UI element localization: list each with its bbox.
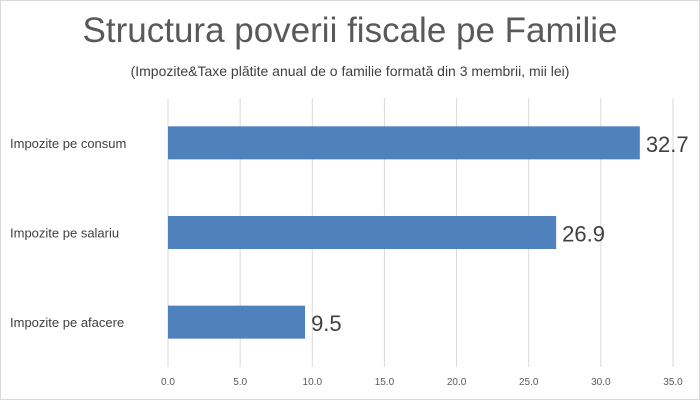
x-tick-label: 10.0 [303,377,323,388]
chart-subtitle: (Impozite&Taxe plătite anual de o famili… [130,63,570,79]
x-tick-label: 25.0 [519,377,539,388]
bar [168,126,640,160]
chart-title: Structura poverii fiscale pe Familie [82,11,618,50]
data-label: 32.7 [646,132,689,157]
x-tick-label: 5.0 [233,377,247,388]
category-label: Impozite pe afacere [10,315,124,330]
category-label: Impozite pe salariu [10,226,119,241]
data-label: 9.5 [311,311,342,336]
x-tick-label: 35.0 [663,377,683,388]
category-label: Impozite pe consum [10,136,126,151]
x-tick-label: 20.0 [447,377,467,388]
data-label: 26.9 [562,222,605,247]
bar [168,216,557,249]
x-tick-label: 0.0 [161,377,175,388]
x-tick-label: 15.0 [375,377,395,388]
bar [168,305,306,339]
x-tick-label: 30.0 [591,377,611,388]
